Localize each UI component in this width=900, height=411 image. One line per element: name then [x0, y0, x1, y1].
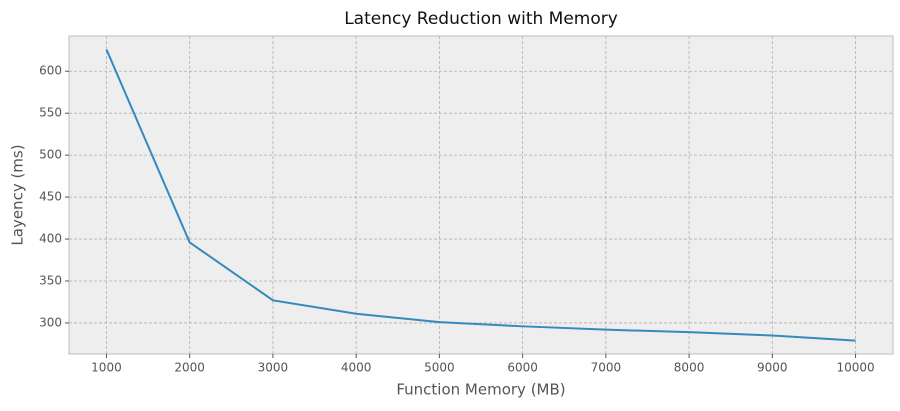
x-tick-label: 9000: [757, 361, 788, 375]
x-tick-label: 8000: [674, 361, 705, 375]
x-tick-label: 4000: [341, 361, 372, 375]
x-tick-label: 1000: [91, 361, 122, 375]
x-tick-label: 2000: [174, 361, 205, 375]
y-tick-label: 500: [39, 148, 62, 162]
x-tick-label: 5000: [424, 361, 455, 375]
x-tick-label: 7000: [591, 361, 622, 375]
chart-title: Latency Reduction with Memory: [344, 9, 618, 29]
y-tick-label: 600: [39, 64, 62, 78]
y-tick-label: 450: [39, 190, 62, 204]
y-tick-label: 300: [39, 315, 62, 329]
x-tick-label: 3000: [258, 361, 289, 375]
line: [105, 49, 856, 342]
x-tick-label: 10000: [836, 361, 874, 375]
y-tick-label: 550: [39, 106, 62, 120]
y-tick-label: 400: [39, 232, 62, 246]
y-tick-label: 350: [39, 274, 62, 288]
x-axis-label: Function Memory (MB): [396, 381, 565, 399]
y-axis-label: Layency (ms): [9, 144, 27, 245]
x-tick-label: 6000: [507, 361, 538, 375]
grid: [69, 36, 893, 354]
plot-area: [68, 35, 894, 355]
